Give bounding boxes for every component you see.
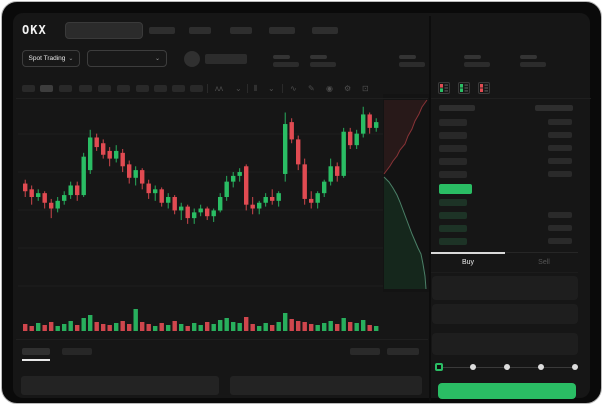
orderbook-separator xyxy=(431,98,591,99)
timeframe-button[interactable] xyxy=(22,85,35,92)
chevron-down-icon[interactable]: ⌄ xyxy=(268,84,275,93)
bid-row-amount xyxy=(548,225,572,231)
bid-row-amount xyxy=(548,212,572,218)
chevron-down-icon: ⌄ xyxy=(68,55,74,62)
nav-item[interactable] xyxy=(312,27,338,34)
timeframe-button[interactable] xyxy=(79,85,92,92)
ask-row-price[interactable] xyxy=(439,158,467,165)
timeframe-button[interactable] xyxy=(40,85,53,92)
book-bids-icon[interactable] xyxy=(458,82,470,94)
slider-stop[interactable] xyxy=(572,364,578,370)
timeframe-button[interactable] xyxy=(136,85,149,92)
timeframe-button[interactable] xyxy=(190,85,203,92)
toolbar-divider xyxy=(247,84,248,93)
bid-row-price[interactable] xyxy=(439,212,467,219)
timeframe-button[interactable] xyxy=(172,85,185,92)
timeframe-button[interactable] xyxy=(117,85,130,92)
book-asks-icon[interactable] xyxy=(478,82,490,94)
timeframe-button[interactable] xyxy=(154,85,167,92)
indicator-icon[interactable]: ʌʌ xyxy=(215,84,223,93)
stat-value-placeholder xyxy=(520,62,546,67)
bottom-content-panel xyxy=(21,376,219,395)
pair-avatar xyxy=(184,51,200,67)
chevron-down-icon: ⌄ xyxy=(154,55,160,62)
slider-stop[interactable] xyxy=(470,364,476,370)
stat-value-placeholder xyxy=(310,62,336,67)
ask-row-price[interactable] xyxy=(439,145,467,152)
bottom-tab[interactable] xyxy=(62,348,92,355)
draw-icon[interactable]: ✎ xyxy=(308,84,315,93)
bottom-active-tab-underline xyxy=(22,359,50,361)
bid-row-price[interactable] xyxy=(439,199,467,206)
timeframe-button[interactable] xyxy=(59,85,72,92)
toolbar-divider xyxy=(282,84,283,93)
stat-label-placeholder xyxy=(520,55,537,59)
ask-row-amount xyxy=(548,132,572,138)
book-combined-icon[interactable] xyxy=(438,82,450,94)
camera-icon[interactable]: ◉ xyxy=(326,84,333,93)
orderbook-col-header-amount xyxy=(535,105,573,111)
slider-stop[interactable] xyxy=(538,364,544,370)
okx-logo: OKX xyxy=(22,23,47,37)
nav-item[interactable] xyxy=(189,27,211,34)
order-amount-input[interactable] xyxy=(432,304,578,324)
ask-row-amount xyxy=(548,158,572,164)
bid-row-price[interactable] xyxy=(439,238,467,245)
nav-item[interactable] xyxy=(230,27,252,34)
settings-icon[interactable]: ⚙ xyxy=(344,84,352,93)
order-price-input[interactable] xyxy=(432,276,578,300)
ask-row-price[interactable] xyxy=(439,132,467,139)
bottom-content-panel xyxy=(230,376,422,395)
market-type-selector[interactable]: Spot Trading ⌄ xyxy=(22,50,80,67)
bottom-tab[interactable] xyxy=(22,348,50,355)
buy-submit-button[interactable] xyxy=(438,383,576,399)
ask-row-price[interactable] xyxy=(439,119,467,126)
last-price-placeholder xyxy=(205,54,247,64)
stat-label-placeholder xyxy=(310,55,327,59)
ask-row-price[interactable] xyxy=(439,171,467,178)
pair-selector[interactable]: ⌄ xyxy=(87,50,167,67)
orderbook-last-price-bar[interactable] xyxy=(439,184,472,194)
bottom-control[interactable] xyxy=(350,348,380,355)
orderbook-col-header-price xyxy=(439,105,475,111)
stat-value-placeholder xyxy=(399,62,425,67)
stat-label-placeholder xyxy=(399,55,416,59)
ask-row-amount xyxy=(548,145,572,151)
stat-value-placeholder xyxy=(273,62,299,67)
toolbar-separator xyxy=(16,98,428,99)
panel-divider xyxy=(429,16,431,401)
active-tab-indicator xyxy=(431,251,505,254)
nav-item[interactable] xyxy=(149,27,175,34)
nav-item[interactable] xyxy=(269,27,295,34)
stat-label-placeholder xyxy=(464,55,481,59)
slider-stop[interactable] xyxy=(504,364,510,370)
tab-sell[interactable]: Sell xyxy=(538,259,550,266)
tabbar-bottom-line xyxy=(431,272,578,273)
bottom-control[interactable] xyxy=(387,348,419,355)
tab-buy[interactable]: Buy xyxy=(461,259,475,266)
bid-row-amount xyxy=(548,238,572,244)
wave-icon[interactable]: ∿ xyxy=(290,84,297,93)
stat-label-placeholder xyxy=(273,55,290,59)
search-input[interactable] xyxy=(65,22,143,39)
order-total-input[interactable] xyxy=(432,333,578,355)
fullscreen-icon[interactable]: ⊡ xyxy=(362,84,369,93)
slider-handle[interactable] xyxy=(435,363,443,371)
toolbar-divider xyxy=(207,84,208,93)
ask-row-amount xyxy=(548,171,572,177)
timeframe-button[interactable] xyxy=(98,85,111,92)
ask-row-amount xyxy=(548,119,572,125)
candle-style-icon[interactable]: ⫴ xyxy=(254,84,258,93)
stat-value-placeholder xyxy=(464,62,490,67)
chevron-down-icon[interactable]: ⌄ xyxy=(235,84,242,93)
bid-row-price[interactable] xyxy=(439,225,467,232)
market-type-label: Spot Trading xyxy=(28,55,66,62)
chart-bottom-separator xyxy=(16,339,428,340)
